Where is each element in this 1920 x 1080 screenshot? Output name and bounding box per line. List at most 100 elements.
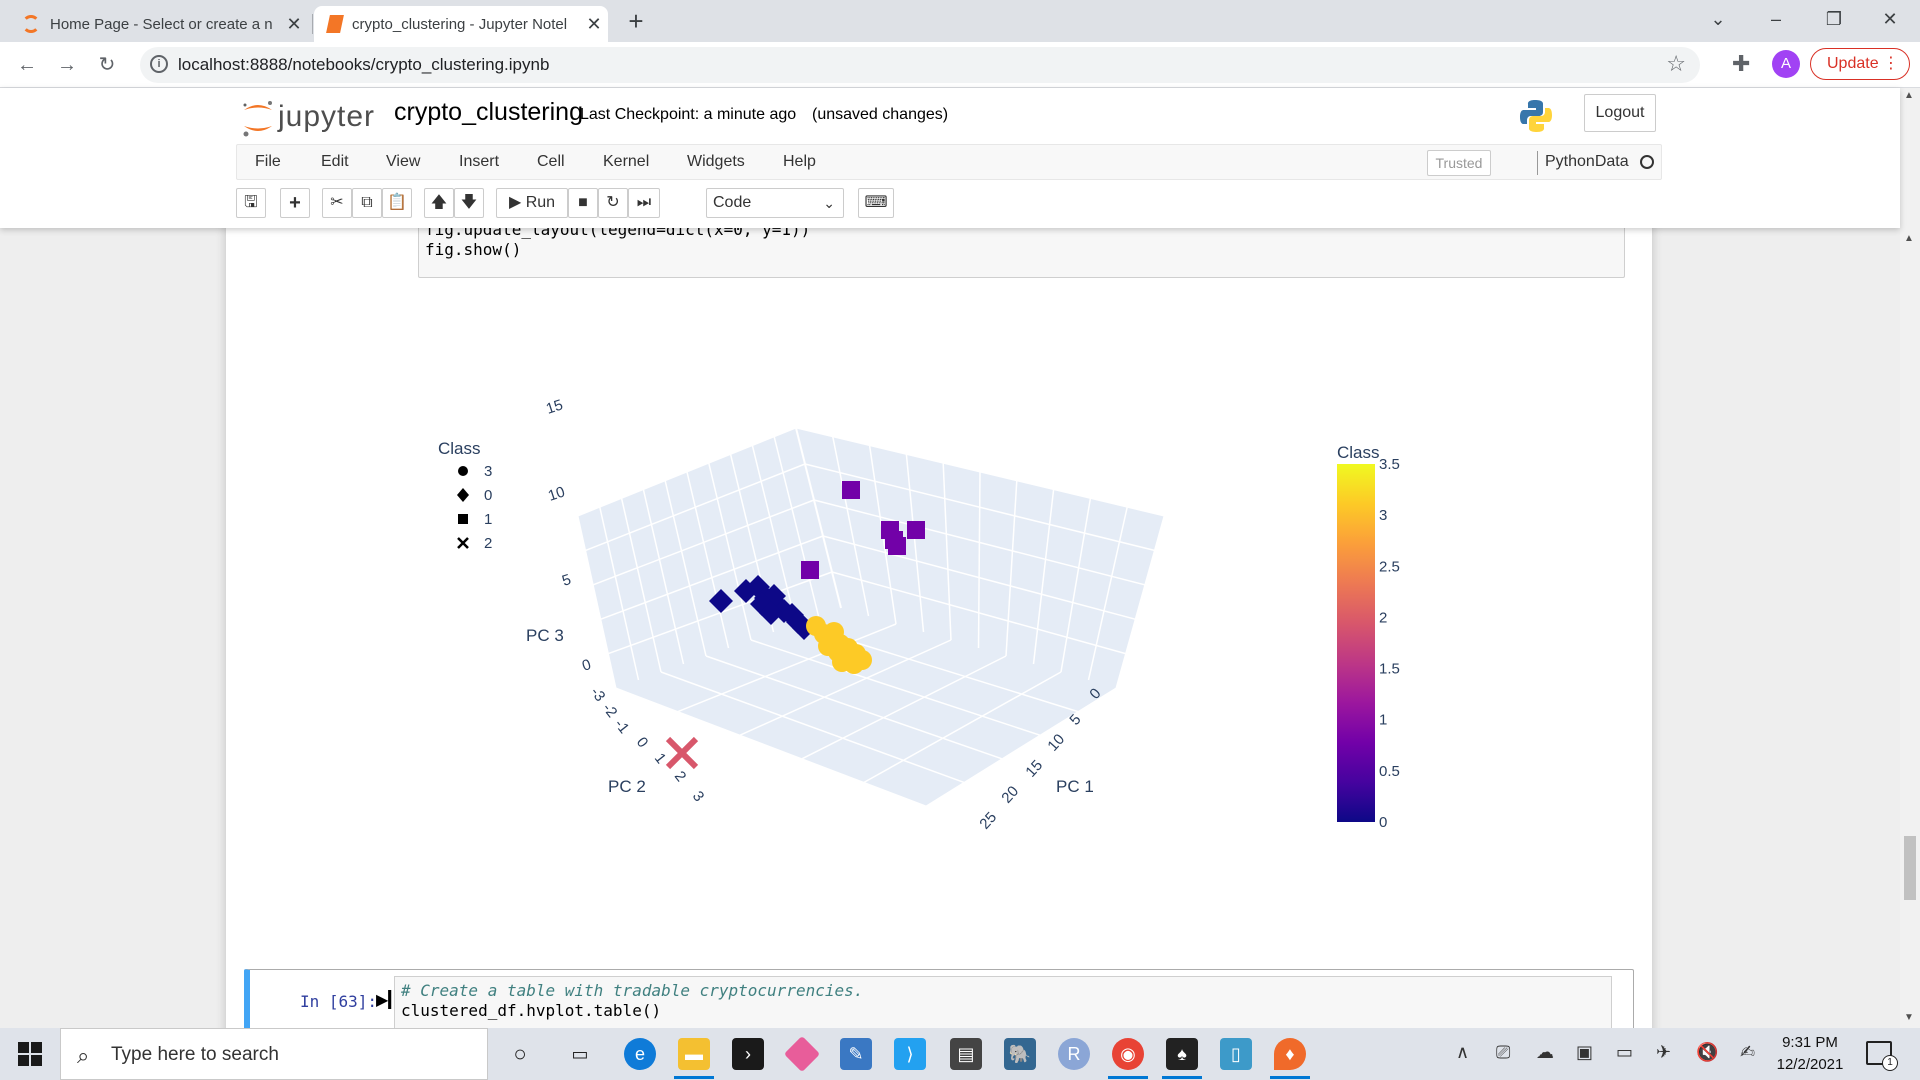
site-info-icon[interactable]: i bbox=[150, 55, 168, 73]
taskbar-search-box[interactable]: ⌕ Type here to search bbox=[60, 1028, 488, 1080]
y-axis-title: PC 2 bbox=[608, 777, 646, 796]
notifications-icon[interactable]: 1 bbox=[1866, 1041, 1898, 1071]
scroll-up-arrow-icon[interactable]: ▲ bbox=[1904, 90, 1914, 101]
scrollbar-thumb[interactable] bbox=[1904, 836, 1916, 900]
network-icon[interactable]: ✈ bbox=[1656, 1042, 1672, 1062]
menu-help[interactable]: Help bbox=[783, 153, 816, 170]
interrupt-stop-icon[interactable]: ■ bbox=[568, 188, 598, 218]
pen-icon[interactable]: ✍ bbox=[1740, 1042, 1756, 1062]
tab-crypto-clustering[interactable]: crypto_clustering - Jupyter Notel ✕ bbox=[314, 6, 608, 42]
run-button[interactable]: ▶ Run bbox=[496, 188, 568, 218]
page-scrollbar[interactable]: ▲ ▲ ▼ bbox=[1900, 88, 1920, 1028]
logout-button[interactable]: Logout bbox=[1584, 94, 1656, 132]
display-icon[interactable]: ▣ bbox=[1576, 1042, 1594, 1062]
postgres-elephant-icon[interactable]: 🐘 bbox=[1004, 1038, 1036, 1070]
cell-type-value: Code bbox=[713, 194, 752, 211]
python-logo-icon bbox=[1520, 100, 1552, 132]
jupyter-logo[interactable]: jupyter bbox=[240, 96, 380, 140]
update-label: Update bbox=[1827, 55, 1879, 72]
trusted-indicator[interactable]: Trusted bbox=[1427, 150, 1491, 176]
task-view-icon[interactable]: ▭ bbox=[571, 1044, 589, 1064]
window-close-icon[interactable]: ✕ bbox=[1882, 9, 1898, 29]
meet-now-icon[interactable]: ⎚ bbox=[1496, 1042, 1511, 1062]
reload-icon[interactable]: ↻ bbox=[98, 54, 116, 76]
colorbar-title: Class bbox=[1337, 443, 1380, 462]
menu-view[interactable]: View bbox=[386, 153, 421, 170]
kernel-name[interactable]: PythonData bbox=[1545, 153, 1629, 170]
restart-run-all-icon[interactable]: ⏭ bbox=[628, 188, 660, 218]
extensions-puzzle-icon[interactable]: ✚ bbox=[1732, 51, 1751, 76]
y-tick-label: 2 bbox=[671, 768, 690, 785]
scroll-down-arrow-icon[interactable]: ▼ bbox=[1904, 1012, 1914, 1023]
colorbar: Class 0 0.5 1 1.5 2 2.5 3 3.5 bbox=[1337, 443, 1400, 831]
cards-game-icon[interactable]: ♠ bbox=[1166, 1038, 1198, 1070]
scroll-up-arrow-icon[interactable]: ▲ bbox=[1904, 233, 1914, 244]
onedrive-cloud-icon[interactable]: ☁ bbox=[1536, 1042, 1554, 1062]
tab-home-page[interactable]: Home Page - Select or create a n ✕ bbox=[8, 6, 308, 42]
grid-line bbox=[660, 671, 965, 784]
edge-icon[interactable]: e bbox=[624, 1038, 656, 1070]
data-point-class-1 bbox=[907, 521, 925, 539]
notification-count: 1 bbox=[1882, 1055, 1898, 1071]
profile-avatar[interactable]: A bbox=[1772, 50, 1800, 78]
tab-search-chevron-icon[interactable]: ⌄ bbox=[1710, 9, 1726, 29]
address-bar[interactable]: i localhost:8888/notebooks/crypto_cluste… bbox=[140, 47, 1700, 83]
r-language-icon[interactable]: R bbox=[1058, 1038, 1090, 1070]
notepad-icon[interactable]: ▯ bbox=[1220, 1038, 1252, 1070]
menu-file[interactable]: File bbox=[255, 153, 281, 170]
file-explorer-icon[interactable]: ▬ bbox=[678, 1038, 710, 1070]
terminal-icon[interactable]: › bbox=[732, 1038, 764, 1070]
notebook-title[interactable]: crypto_clustering bbox=[394, 98, 583, 126]
keyboard-icon[interactable]: ⌨ bbox=[858, 188, 894, 218]
save-icon[interactable]: 🖫 bbox=[236, 188, 266, 218]
forward-icon[interactable]: → bbox=[57, 54, 77, 76]
menu-kernel[interactable]: Kernel bbox=[603, 153, 650, 170]
run-label: Run bbox=[525, 194, 556, 211]
close-icon[interactable]: ✕ bbox=[586, 13, 602, 34]
legend-item-class-0[interactable]: 0 bbox=[457, 487, 492, 504]
menu-cell[interactable]: Cell bbox=[537, 153, 565, 170]
anaconda-flame-icon[interactable]: ♦ bbox=[1274, 1038, 1306, 1070]
last-checkpoint: Last Checkpoint: a minute ago bbox=[580, 106, 797, 123]
grid-line bbox=[751, 445, 797, 625]
windows-start-icon[interactable] bbox=[18, 1042, 42, 1066]
data-point-class-1 bbox=[801, 561, 819, 579]
restart-icon[interactable]: ↻ bbox=[598, 188, 628, 218]
gitkraken-icon[interactable] bbox=[783, 1035, 821, 1073]
legend-item-class-3[interactable]: 3 bbox=[458, 463, 492, 480]
minimize-icon[interactable]: – bbox=[1770, 9, 1781, 29]
update-button[interactable]: Update ⋮ bbox=[1810, 48, 1910, 80]
chevron-up-icon[interactable]: ∧ bbox=[1456, 1042, 1470, 1062]
console-icon[interactable]: ▤ bbox=[950, 1038, 982, 1070]
vscode-icon[interactable]: ⟩ bbox=[894, 1038, 926, 1070]
new-tab-button[interactable]: + bbox=[628, 6, 644, 36]
restore-icon[interactable]: ❐ bbox=[1825, 9, 1843, 29]
grid-line bbox=[801, 655, 1007, 760]
clock-time[interactable]: 9:31 PM bbox=[1782, 1034, 1838, 1051]
cut-icon[interactable]: ✂ bbox=[322, 188, 352, 218]
volume-muted-icon[interactable]: 🔇 bbox=[1696, 1042, 1719, 1062]
legend-item-class-1[interactable]: 1 bbox=[458, 511, 492, 528]
close-icon[interactable]: ✕ bbox=[286, 13, 302, 34]
jupyter-favicon bbox=[22, 15, 40, 33]
clock-date[interactable]: 12/2/2021 bbox=[1776, 1056, 1844, 1073]
insert-cell-plus-icon[interactable]: + bbox=[280, 188, 310, 218]
legend-item-class-2[interactable]: 2 bbox=[457, 535, 492, 552]
paste-icon[interactable]: 📋 bbox=[382, 188, 412, 218]
menu-widgets[interactable]: Widgets bbox=[687, 153, 745, 170]
menu-insert[interactable]: Insert bbox=[459, 153, 500, 170]
snipping-tool-icon[interactable]: ✎ bbox=[840, 1038, 872, 1070]
move-down-arrow-icon[interactable]: 🡇 bbox=[454, 188, 484, 218]
menu-edit[interactable]: Edit bbox=[321, 153, 349, 170]
copy-icon[interactable]: ⧉ bbox=[352, 188, 382, 218]
chrome-icon[interactable]: ◉ bbox=[1112, 1038, 1144, 1070]
move-up-arrow-icon[interactable]: 🡅 bbox=[424, 188, 454, 218]
back-icon[interactable]: ← bbox=[17, 54, 37, 76]
battery-icon[interactable]: ▭ bbox=[1616, 1042, 1634, 1062]
cell-type-select[interactable]: Code ⌄ bbox=[706, 188, 844, 218]
cortana-circle-icon[interactable]: ○ bbox=[513, 1041, 527, 1066]
bookmark-star-icon[interactable]: ☆ bbox=[1666, 51, 1686, 76]
